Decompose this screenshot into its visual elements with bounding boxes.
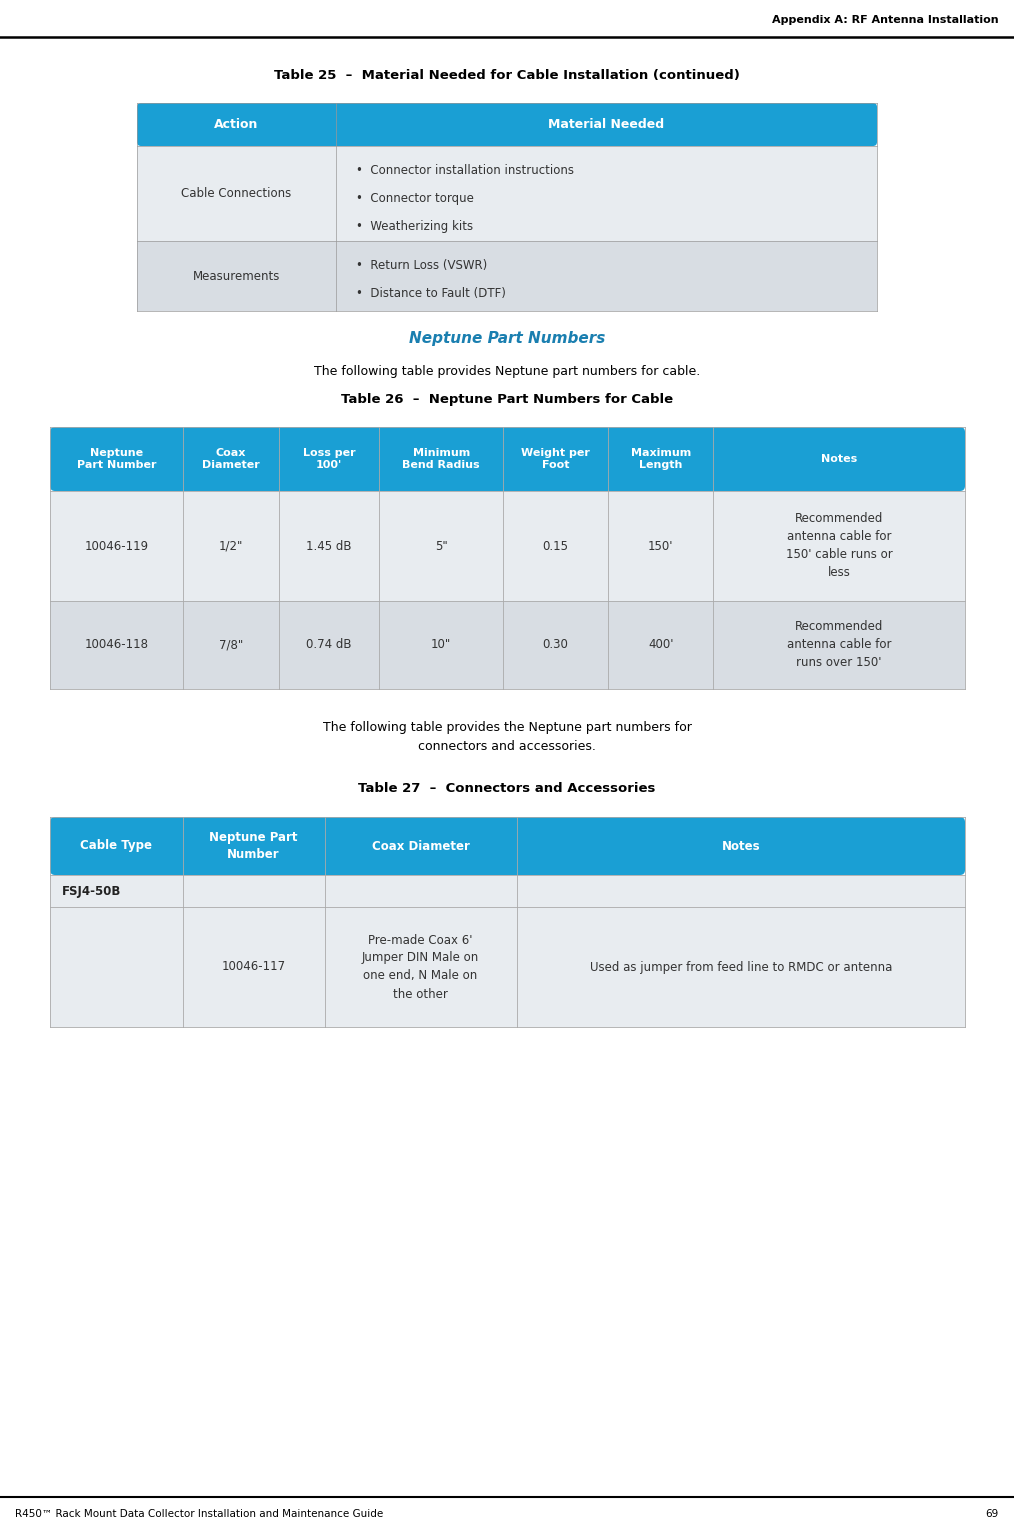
Bar: [50, 876, 965, 906]
Text: Coax
Diameter: Coax Diameter: [202, 447, 260, 470]
Text: 1/2": 1/2": [219, 539, 243, 553]
Text: The following table provides the Neptune part numbers for
connectors and accesso: The following table provides the Neptune…: [322, 721, 692, 753]
Text: Table 26  –  Neptune Part Numbers for Cable: Table 26 – Neptune Part Numbers for Cabl…: [341, 392, 673, 406]
Text: 5": 5": [435, 539, 447, 553]
Bar: [137, 145, 877, 240]
Bar: [50, 491, 965, 602]
Text: •  Return Loss (VSWR): • Return Loss (VSWR): [356, 259, 488, 273]
Text: Notes: Notes: [722, 839, 760, 853]
Text: Weight per
Foot: Weight per Foot: [521, 447, 590, 470]
FancyBboxPatch shape: [137, 103, 877, 145]
Text: Cable Type: Cable Type: [80, 839, 152, 853]
Text: Cable Connections: Cable Connections: [182, 187, 292, 201]
Text: 69: 69: [986, 1510, 999, 1519]
Text: The following table provides Neptune part numbers for cable.: The following table provides Neptune par…: [314, 364, 700, 378]
Text: 10046-117: 10046-117: [221, 960, 286, 974]
Text: Neptune
Part Number: Neptune Part Number: [77, 447, 156, 470]
Text: FSJ4-50B: FSJ4-50B: [62, 885, 122, 897]
Text: Minimum
Bend Radius: Minimum Bend Radius: [403, 447, 480, 470]
Text: •  Connector installation instructions: • Connector installation instructions: [356, 164, 574, 178]
FancyBboxPatch shape: [50, 427, 965, 491]
Text: •  Weatherizing kits: • Weatherizing kits: [356, 220, 474, 233]
Text: Coax Diameter: Coax Diameter: [372, 839, 469, 853]
Text: 10046-119: 10046-119: [84, 539, 148, 553]
Text: 10": 10": [431, 638, 451, 652]
Text: Pre-made Coax 6'
Jumper DIN Male on
one end, N Male on
the other: Pre-made Coax 6' Jumper DIN Male on one …: [362, 934, 480, 1000]
Text: 10046-118: 10046-118: [84, 638, 148, 652]
Text: Material Needed: Material Needed: [549, 118, 664, 132]
Text: Measurements: Measurements: [193, 269, 280, 283]
Text: Maximum
Length: Maximum Length: [631, 447, 691, 470]
Text: 0.15: 0.15: [542, 539, 569, 553]
Bar: [137, 240, 877, 311]
Text: 7/8": 7/8": [219, 638, 242, 652]
Text: 150': 150': [648, 539, 673, 553]
Text: 400': 400': [648, 638, 673, 652]
Text: Notes: Notes: [821, 455, 857, 464]
Text: •  Connector torque: • Connector torque: [356, 191, 474, 205]
Text: Recommended
antenna cable for
150' cable runs or
less: Recommended antenna cable for 150' cable…: [786, 513, 892, 580]
Text: 1.45 dB: 1.45 dB: [306, 539, 352, 553]
Text: Appendix A: RF Antenna Installation: Appendix A: RF Antenna Installation: [773, 15, 999, 24]
Text: Table 27  –  Connectors and Accessories: Table 27 – Connectors and Accessories: [358, 782, 656, 796]
Text: R450™ Rack Mount Data Collector Installation and Maintenance Guide: R450™ Rack Mount Data Collector Installa…: [15, 1510, 383, 1519]
Bar: [50, 906, 965, 1027]
Text: 0.74 dB: 0.74 dB: [306, 638, 352, 652]
Text: Neptune Part
Number: Neptune Part Number: [209, 831, 298, 860]
Text: •  Distance to Fault (DTF): • Distance to Fault (DTF): [356, 286, 506, 300]
Bar: [50, 602, 965, 689]
Text: Recommended
antenna cable for
runs over 150': Recommended antenna cable for runs over …: [787, 620, 891, 669]
Text: Used as jumper from feed line to RMDC or antenna: Used as jumper from feed line to RMDC or…: [589, 960, 892, 974]
FancyBboxPatch shape: [50, 818, 965, 876]
Text: Table 25  –  Material Needed for Cable Installation (continued): Table 25 – Material Needed for Cable Ins…: [274, 69, 740, 81]
Text: Neptune Part Numbers: Neptune Part Numbers: [409, 332, 605, 346]
Text: Loss per
100': Loss per 100': [303, 447, 355, 470]
Text: 0.30: 0.30: [542, 638, 569, 652]
Text: Action: Action: [214, 118, 259, 132]
